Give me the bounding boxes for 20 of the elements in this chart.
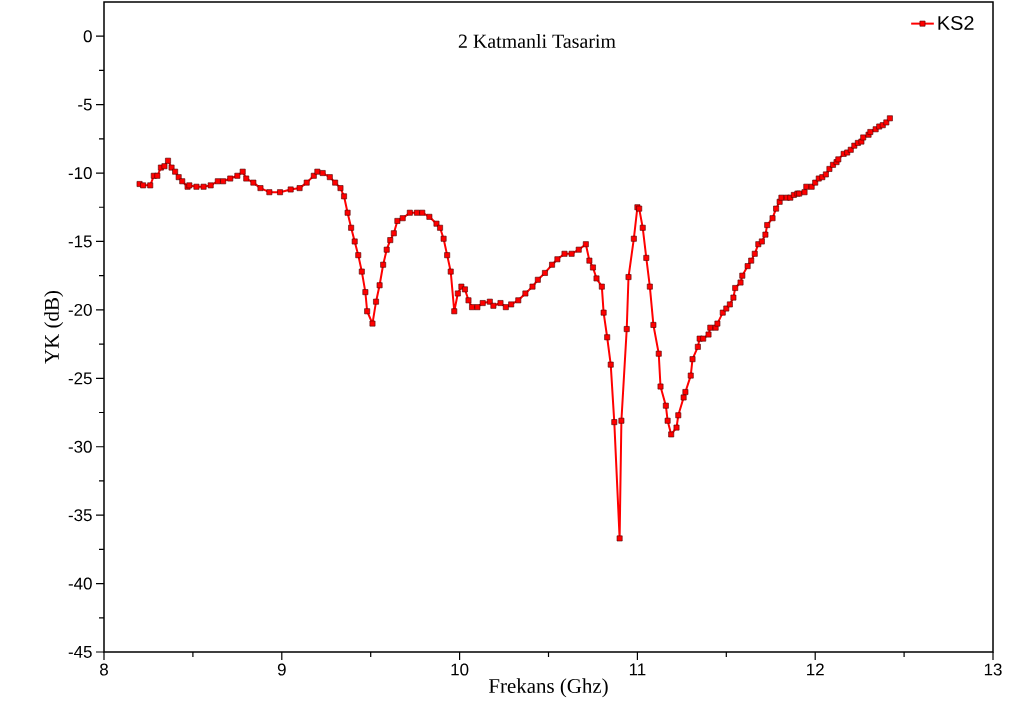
y-tick-label: -45	[68, 646, 92, 658]
legend-label: KS2	[938, 15, 974, 31]
y-tick-label: 0	[83, 30, 92, 43]
y-tick-label: -10	[68, 167, 92, 180]
x-axis-title: Frekans (Ghz)	[488, 678, 608, 698]
y-tick-label: -30	[68, 440, 92, 453]
x-tick-label: 10	[451, 663, 469, 676]
x-tick-label: 12	[807, 663, 824, 676]
x-tick-label: 8	[100, 663, 108, 676]
y-tick-label: -25	[68, 372, 92, 385]
y-tick-label: -5	[78, 98, 92, 111]
text: 2 Katmanli Tasarim	[458, 33, 616, 48]
y-tick-label: -15	[68, 235, 92, 248]
x-tick-label: 11	[629, 663, 646, 676]
x-tick-label: 9	[277, 663, 286, 676]
y-axis-title: YK (dB)	[44, 291, 64, 364]
y-tick-label: -20	[68, 303, 92, 316]
y-tick-label: -40	[68, 577, 92, 590]
y-tick-label: -35	[68, 509, 92, 522]
x-tick-label: 13	[984, 663, 1002, 676]
